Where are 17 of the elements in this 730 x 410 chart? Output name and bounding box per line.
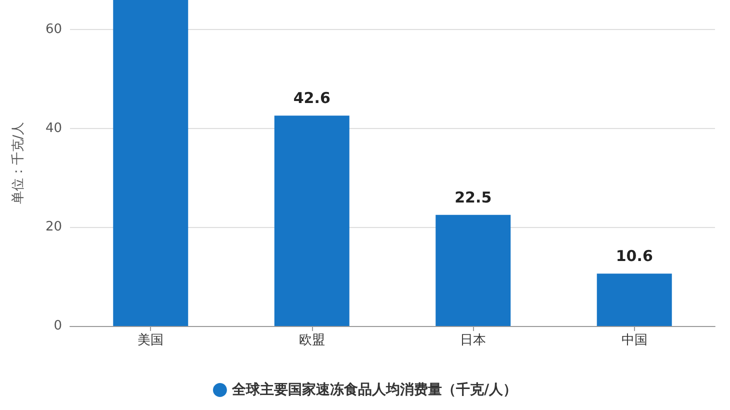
y-tick-label: 60 — [45, 22, 62, 38]
legend-label: 全球主要国家速冻食品人均消费量（千克/人） — [230, 381, 518, 398]
x-tick-label: 美国 — [138, 332, 164, 348]
data-label: 10.6 — [616, 247, 653, 266]
y-tick-label: 0 — [54, 318, 62, 334]
bar — [436, 214, 511, 326]
bar — [113, 0, 188, 326]
x-tick-label: 日本 — [460, 333, 486, 348]
bar — [596, 274, 672, 326]
data-label: 22.5 — [454, 188, 492, 206]
y-tick-label: 40 — [45, 120, 62, 136]
data-label: 42.6 — [293, 89, 330, 108]
bar — [274, 116, 350, 326]
x-tick-label: 中国 — [621, 333, 648, 348]
y-axis-title: 单位：千克/人 — [11, 122, 26, 204]
x-tick-label: 欧盟 — [298, 333, 325, 348]
y-tick-label: 20 — [45, 220, 62, 235]
